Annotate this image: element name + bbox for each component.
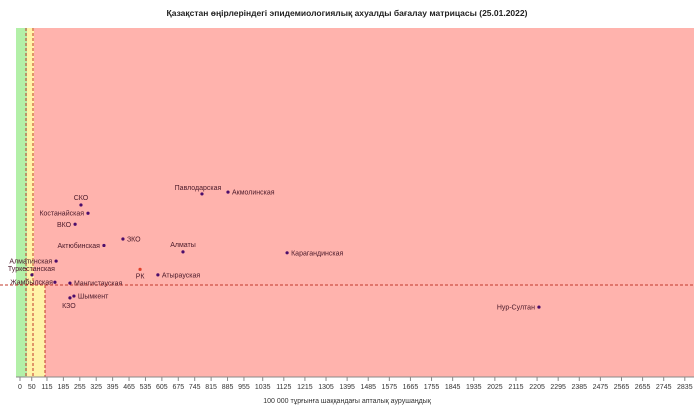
data-label: РК [136, 273, 146, 280]
zone-green [16, 28, 27, 377]
x-tick-label: 815 [205, 384, 217, 391]
data-label: Карагандинская [291, 250, 343, 257]
x-tick-label: 1845 [445, 384, 461, 391]
data-label: Шымкент [78, 294, 109, 301]
data-point [102, 243, 106, 248]
data-point [53, 280, 57, 284]
data-point [285, 251, 289, 255]
x-axis-label: 100 000 тұрғынға шаққандағы апталық ауру… [263, 398, 431, 405]
data-label: Павлодарская [175, 185, 222, 192]
data-point [72, 294, 76, 298]
data-point [73, 222, 77, 226]
data-point [181, 250, 185, 254]
x-tick-label: 2115 [508, 384, 523, 391]
chart-title: Қазақстан өңірлеріндегі эпидемиологиялық… [166, 8, 528, 18]
data-label: Мангистауская [74, 281, 123, 288]
data-label: Костанайская [39, 210, 84, 218]
x-tick-label: 2025 [487, 384, 503, 391]
data-point [68, 281, 72, 285]
data-label: Атырауская [162, 272, 200, 279]
x-tick-label: 2295 [550, 384, 566, 391]
data-label: СКО [74, 195, 89, 202]
data-point [54, 259, 58, 263]
x-tick-label: 605 [156, 384, 168, 391]
data-label: КЗО [62, 303, 76, 310]
x-tick-label: 395 [107, 384, 119, 391]
x-tick-label: 2475 [593, 384, 609, 391]
x-tick-label: 115 [41, 384, 52, 391]
data-label: Нур-Султан [497, 305, 535, 312]
data-label: Актюбинская [57, 242, 100, 250]
data-label: Жамбылская [10, 279, 53, 287]
zone-yellow-low [34, 285, 45, 377]
x-tick-label: 2205 [529, 384, 545, 391]
x-tick-label: 955 [238, 384, 250, 391]
data-label: Акмолинская [232, 190, 275, 197]
data-point [30, 273, 34, 277]
data-label: Алматинская [9, 259, 52, 266]
x-tick-label: 2385 [571, 384, 587, 391]
data-label: Алматы [170, 242, 196, 249]
data-point [200, 192, 204, 196]
x-tick-label: 535 [140, 384, 152, 391]
x-tick-label: 745 [189, 384, 201, 391]
zone-yellow [27, 28, 34, 377]
data-point [121, 237, 125, 241]
data-point [68, 296, 72, 300]
x-tick-label: 1395 [339, 384, 355, 391]
data-label: ЗКО [127, 237, 141, 244]
zone-red [34, 28, 694, 377]
x-tick-label: 1305 [318, 384, 334, 391]
data-point [226, 190, 230, 194]
data-point [537, 305, 541, 309]
x-tick-label: 1575 [382, 384, 398, 391]
x-tick-label: 0 [18, 384, 22, 391]
x-tick-label: 1755 [424, 384, 440, 391]
data-point [86, 211, 90, 215]
x-tick-label: 255 [74, 384, 86, 391]
data-label: Туркестанская [8, 266, 55, 273]
x-tick-label: 2655 [635, 384, 651, 391]
x-tick-label: 325 [90, 384, 102, 391]
x-tick-label: 1125 [276, 384, 291, 391]
x-tick-label: 1035 [255, 384, 271, 391]
x-tick-label: 50 [28, 384, 36, 391]
data-point [156, 273, 160, 277]
x-tick-label: 185 [58, 384, 70, 391]
data-point [138, 267, 142, 271]
data-label: ВКО [57, 222, 72, 229]
x-tick-label: 885 [222, 384, 234, 391]
x-tick-label: 2565 [614, 384, 630, 391]
x-tick-label: 675 [172, 384, 184, 391]
x-tick-label: 2745 [656, 384, 672, 391]
x-tick-label: 1485 [360, 384, 376, 391]
x-tick-label: 1665 [403, 384, 419, 391]
x-tick-label: 1215 [297, 384, 313, 391]
data-point [79, 203, 83, 207]
x-tick-label: 465 [123, 384, 135, 391]
x-tick-label: 1935 [466, 384, 482, 391]
x-tick-label: 2835 [677, 384, 693, 391]
